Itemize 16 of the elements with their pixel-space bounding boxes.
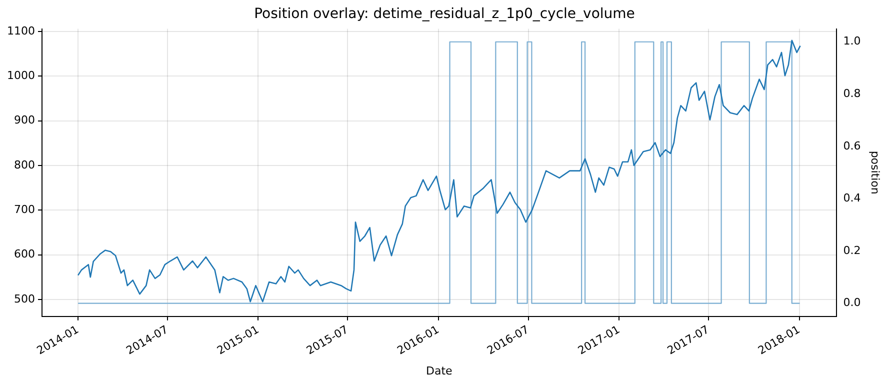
y-tick-label: 500 [14, 292, 35, 306]
y2-tick-label: 0.6 [843, 139, 861, 152]
y-tick-label: 800 [14, 158, 35, 172]
y-tick-label: 1000 [6, 68, 35, 82]
y2-tick-label: 0.4 [843, 192, 861, 205]
y2-tick-label: 0.8 [843, 87, 861, 100]
chart-title: Position overlay: detime_residual_z_1p0_cycle_volume [254, 6, 635, 22]
y2-tick-label: 1.0 [843, 34, 861, 48]
y2-tick-label: 0.2 [843, 244, 861, 257]
y2-tick-label: 0.0 [843, 296, 861, 310]
y2-axis-title: position [868, 150, 882, 194]
y-tick-label: 600 [14, 248, 35, 261]
y-tick-label: 1100 [6, 24, 35, 38]
y-tick-label: 700 [14, 202, 35, 216]
y-tick-label: 900 [14, 114, 35, 127]
x-axis-title: Date [426, 364, 453, 378]
